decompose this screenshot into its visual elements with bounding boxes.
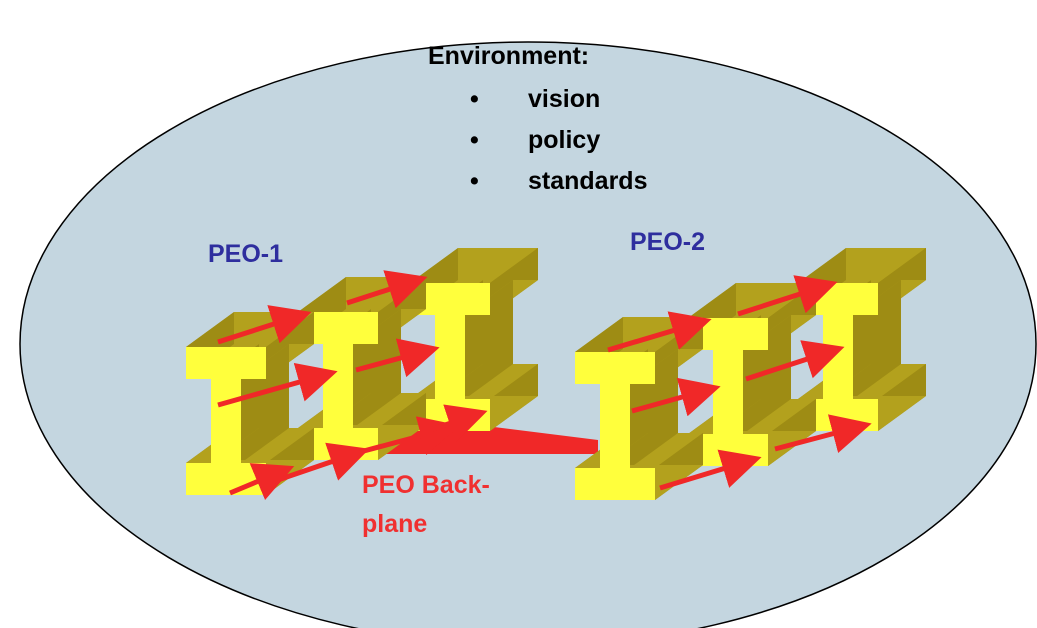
bullet-marker: •	[470, 167, 479, 195]
flow-arrow	[659, 449, 762, 491]
environment-bullet-list: • vision • policy • standards	[470, 85, 647, 195]
i-beam-front-face	[410, 283, 490, 431]
environment-title: Environment:	[428, 42, 589, 70]
i-beam-side-face	[241, 428, 314, 463]
i-beam-side-face	[630, 433, 703, 468]
flow-arrow	[607, 311, 712, 353]
i-beam-front-face	[298, 312, 378, 460]
i-beam-front-face	[575, 352, 655, 500]
i-beam-front-face	[688, 318, 768, 466]
flow-arrow	[631, 377, 721, 417]
peo-1-label: PEO-1	[208, 240, 283, 268]
backplane-label-line1: PEO Back-	[362, 471, 490, 499]
flow-arrow	[217, 305, 312, 345]
flow-arrow	[737, 275, 838, 317]
flow-arrow	[271, 442, 370, 485]
flow-arrow	[217, 362, 338, 408]
flow-arrow	[429, 404, 488, 443]
backplane-label-line2: plane	[362, 510, 427, 538]
bullet-item-standards: standards	[528, 167, 647, 195]
bullet-item-vision: vision	[528, 85, 600, 113]
i-beam	[575, 317, 703, 500]
i-beam-side-face	[853, 364, 926, 399]
bullet-marker: •	[470, 126, 479, 154]
flow-arrow	[745, 340, 845, 382]
flow-arrow	[346, 270, 428, 309]
bullet-marker: •	[470, 85, 479, 113]
i-beam-front-face	[186, 347, 266, 495]
flow-arrow	[229, 463, 295, 501]
flow-arrow	[774, 414, 872, 454]
peo-2-label: PEO-2	[630, 228, 705, 256]
peo-arrows	[217, 270, 872, 501]
flow-arrow	[359, 416, 460, 456]
bullet-item-policy: policy	[528, 126, 600, 154]
i-beam-side-face	[743, 399, 816, 434]
flow-arrow	[355, 338, 440, 378]
i-beam-side-face	[465, 364, 538, 399]
i-beam-side-face	[353, 393, 426, 428]
